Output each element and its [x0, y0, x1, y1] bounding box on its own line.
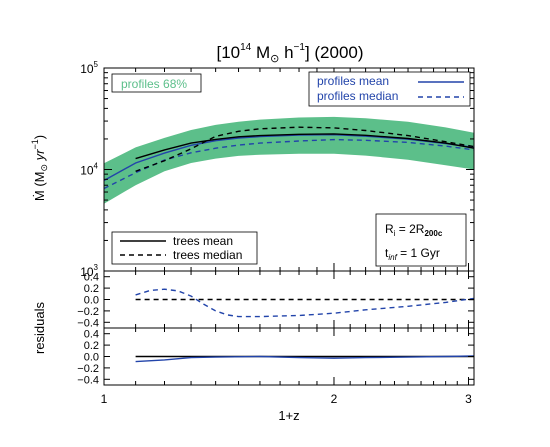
- band-legend-box: [111, 73, 202, 93]
- residuals-median-panel: 0.40.20.0−0.2−0.4: [77, 270, 475, 329]
- res-median-y-tick-label: 0.0: [84, 295, 99, 307]
- main-series-lines: [103, 126, 475, 190]
- band-legend-label: profiles 68%: [121, 77, 187, 91]
- residuals-median-y-ticks: 0.40.20.0−0.2−0.4: [77, 272, 474, 329]
- res-median-y-tick-label: −0.2: [77, 306, 99, 318]
- ri-eq: = 2R: [395, 222, 424, 236]
- ri-lead: R: [385, 222, 394, 236]
- x-axis-label: 1+z: [278, 408, 299, 423]
- profiles-legend-box: [308, 71, 471, 107]
- residuals-mean-panel: 0.40.20.0−0.2−0.4: [77, 327, 475, 386]
- main-y-axis-label: Ṁ (M⊙ yr−1): [30, 135, 49, 201]
- main-y-tick-exp: 3: [94, 263, 99, 272]
- tinf-eq: = 1 Gyr: [397, 246, 440, 260]
- ri-sub2: 200c: [424, 229, 442, 238]
- legend-trees-median-label: trees median: [173, 248, 242, 262]
- band-profiles-68: [104, 116, 474, 204]
- residuals-median-x-ticks: [103, 271, 470, 328]
- title-unit: h: [279, 43, 293, 62]
- residuals-y-axis-label: residuals: [32, 301, 47, 354]
- res-mean-y-tick-label: −0.4: [77, 374, 99, 386]
- chart-title: [1014 M⊙ h−1] (2000): [216, 42, 363, 65]
- ylabel-lead: Ṁ (M: [32, 172, 47, 202]
- series-trees-median: [135, 126, 475, 172]
- main-y-tick-label: 103: [80, 263, 98, 279]
- legend-profiles-mean-label: profiles mean: [317, 74, 389, 88]
- res-mean-y-tick-label: 0.4: [84, 329, 99, 341]
- ylabel-mid: yr: [32, 149, 47, 164]
- tinf-lead: t: [385, 246, 389, 260]
- residuals-mean-lines: [135, 355, 475, 363]
- title-lead: [10: [216, 43, 240, 62]
- ylabel-tail: ): [32, 135, 47, 139]
- confidence-band-68: [104, 116, 474, 204]
- res-median-y-tick-label: 0.2: [84, 283, 99, 295]
- legend-trees-mean-label: trees mean: [173, 234, 233, 248]
- title-unit-exp: −1: [294, 42, 306, 53]
- main-y-tick-label: 105: [80, 60, 98, 76]
- res-mean-y-tick-label: −0.2: [77, 363, 99, 375]
- title-tail: ] (2000): [305, 43, 364, 62]
- title-sun-symbol: ⊙: [270, 53, 279, 65]
- parameters-box: [375, 213, 467, 267]
- residuals-median-lines: [135, 288, 475, 318]
- ylabel-sun-symbol: ⊙: [39, 164, 49, 172]
- tinf-sub: inf: [388, 253, 397, 262]
- tinf-annotation: tinf = 1 Gyr: [385, 246, 440, 262]
- title-mid: M: [251, 43, 270, 62]
- main-y-tick-exp: 4: [94, 162, 99, 171]
- res-median-y-tick-label: −0.4: [77, 317, 99, 329]
- ylabel-exp: −1: [30, 139, 40, 149]
- main-y-tick-base: 10: [80, 164, 94, 178]
- res-median-y-tick-label: 0.4: [84, 272, 99, 284]
- main-y-tick-label: 104: [80, 162, 98, 178]
- res-mean-profiles-mean: [135, 355, 475, 363]
- series-trees-mean: [135, 133, 475, 160]
- residuals-mean-y-ticks: 0.40.20.0−0.2−0.4: [77, 329, 474, 386]
- main-y-tick-exp: 5: [94, 60, 99, 69]
- res-median-profiles-median: [135, 288, 475, 318]
- res-mean-y-tick-label: 0.2: [84, 340, 99, 352]
- title-exp: 14: [240, 42, 252, 53]
- trees-legend-box: [111, 231, 258, 265]
- x-tick-labels: 1 2 3: [101, 392, 473, 406]
- res-mean-y-tick-label: 0.0: [84, 352, 99, 364]
- x-tick-label: 2: [331, 392, 338, 406]
- residuals-mean-x-ticks: [103, 328, 470, 385]
- legend-profiles-median-label: profiles median: [317, 89, 398, 103]
- main-y-tick-base: 10: [80, 62, 94, 76]
- ri-annotation: Ri = 2R200c: [385, 222, 443, 238]
- x-tick-label: 1: [101, 392, 108, 406]
- main-y-tick-base: 10: [80, 265, 94, 279]
- x-tick-label: 3: [465, 392, 472, 406]
- ri-sub: i: [394, 229, 396, 238]
